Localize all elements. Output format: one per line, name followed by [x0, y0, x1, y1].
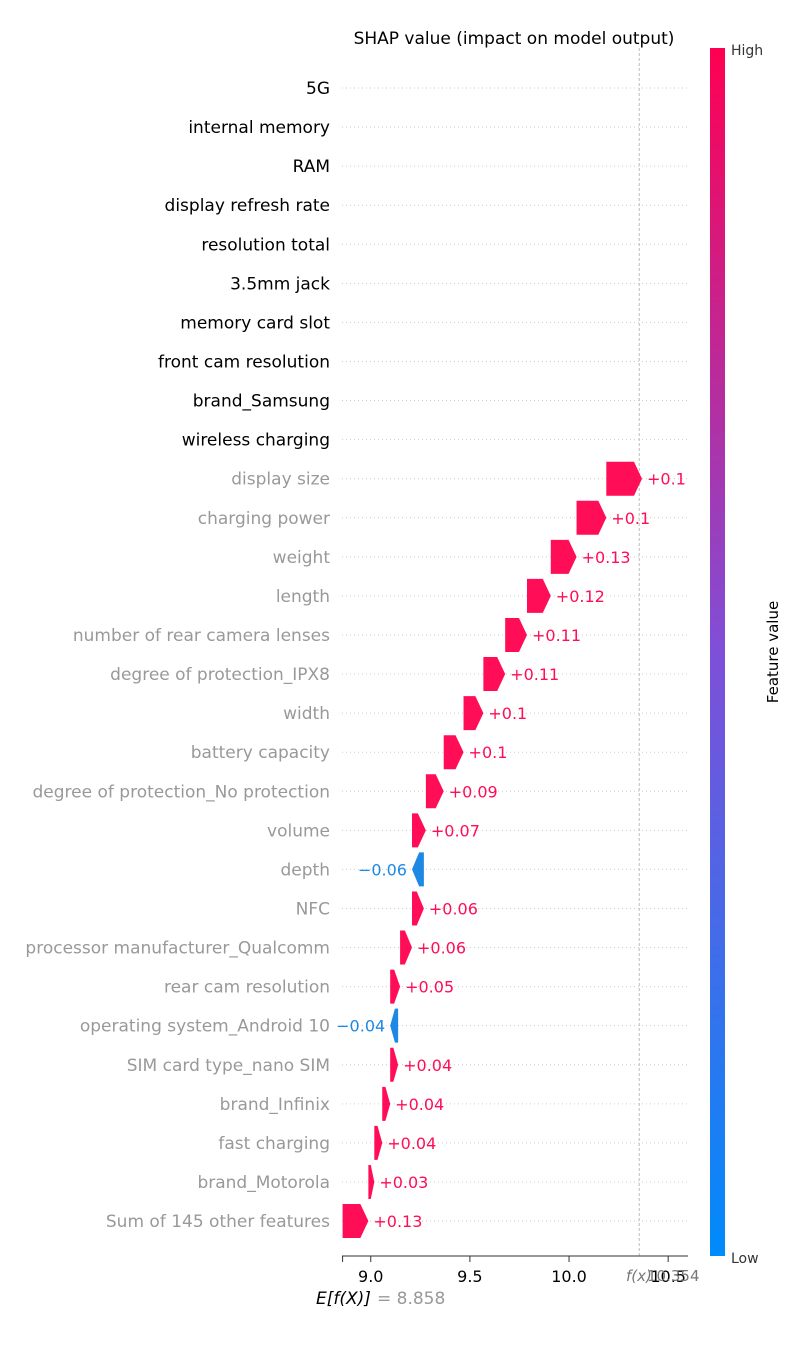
feature-label: resolution total [201, 235, 330, 255]
value-label: +0.1 [647, 470, 686, 489]
feature-labels: 5G internal memory RAM display refresh rate… [25, 79, 330, 1232]
bars [342, 461, 642, 1239]
feature-label: RAM [293, 157, 330, 177]
value-label: +0.12 [556, 587, 605, 606]
waterfall-bar [411, 852, 424, 887]
base-value-annotation: E[f(X)] = 8.858 [316, 1289, 445, 1309]
waterfall-bar [374, 1125, 383, 1160]
waterfall-bar [576, 500, 607, 535]
x-axis-ticks: 9.0 9.5 10.0 10.5 [342, 1256, 686, 1286]
feature-label: length [276, 587, 330, 607]
feature-label: depth [281, 860, 330, 880]
feature-label: front cam resolution [158, 352, 330, 372]
waterfall-bar [382, 1086, 391, 1121]
colorbar-high-label: High [731, 43, 763, 59]
waterfall-bar [463, 696, 484, 731]
value-label: +0.07 [431, 821, 480, 840]
value-label: +0.09 [449, 782, 498, 801]
feature-label: memory card slot [180, 313, 330, 333]
value-label: −0.06 [358, 860, 407, 879]
waterfall-bar [411, 813, 426, 848]
waterfall-bar [425, 774, 444, 809]
feature-label: processor manufacturer_Qualcomm [25, 939, 330, 959]
feature-label: display size [231, 470, 330, 490]
value-label: +0.11 [532, 626, 581, 645]
colorbar-gradient [710, 48, 725, 1256]
chart-title: SHAP value (impact on model output) [354, 29, 675, 49]
value-label: +0.13 [373, 1212, 422, 1231]
waterfall-bar [411, 891, 424, 926]
feature-label: degree of protection_IPX8 [110, 665, 330, 685]
x-tick-label: 9.0 [358, 1267, 383, 1286]
feature-label: width [283, 704, 330, 724]
feature-label: SIM card type_nano SIM [127, 1056, 330, 1076]
value-label: +0.06 [429, 899, 478, 918]
waterfall-bar [505, 617, 527, 652]
waterfall-bar [443, 735, 464, 770]
value-label: +0.03 [379, 1173, 428, 1192]
feature-label: volume [267, 821, 330, 841]
feature-label: brand_Motorola [197, 1173, 330, 1193]
x-tick-label: 9.5 [457, 1267, 482, 1286]
base-value-label: E[f(X)] [316, 1289, 371, 1309]
waterfall-bar [483, 657, 506, 692]
feature-label: 5G [306, 79, 330, 99]
value-label: +0.06 [417, 939, 466, 958]
feature-label: NFC [296, 899, 330, 919]
feature-label: wireless charging [182, 431, 330, 451]
feature-label: battery capacity [191, 743, 330, 763]
feature-label: Sum of 145 other features [106, 1212, 330, 1232]
feature-label: operating system_Android 10 [80, 1017, 330, 1037]
colorbar-axis-label: Feature value [764, 601, 782, 703]
value-label: +0.11 [510, 665, 559, 684]
colorbar-low-label: Low [731, 1251, 759, 1267]
colorbar: High Low Feature value [710, 43, 782, 1267]
feature-label: internal memory [188, 118, 330, 138]
waterfall-bar [342, 1204, 369, 1239]
waterfall-bar [390, 1047, 399, 1082]
feature-label: display refresh rate [165, 196, 330, 216]
output-value-label: f(x) [626, 1267, 652, 1285]
value-label: +0.1 [469, 743, 508, 762]
feature-label: 3.5mm jack [230, 274, 330, 294]
feature-label: number of rear camera lenses [73, 626, 330, 646]
value-label: +0.04 [395, 1095, 444, 1114]
feature-label: brand_Infinix [220, 1095, 330, 1115]
output-value-number: 10.354 [647, 1267, 700, 1285]
feature-label: charging power [198, 509, 330, 529]
value-label: +0.1 [488, 704, 527, 723]
feature-label: rear cam resolution [164, 978, 330, 998]
feature-label: brand_Samsung [193, 392, 330, 412]
waterfall-bar [400, 930, 412, 965]
feature-label: fast charging [218, 1134, 330, 1154]
feature-label: weight [273, 548, 331, 568]
value-label: +0.04 [387, 1134, 436, 1153]
feature-label: degree of protection_No protection [33, 782, 330, 802]
value-label: −0.04 [336, 1017, 385, 1036]
x-tick-label: 10.5 [650, 1267, 686, 1286]
value-label: +0.05 [405, 978, 454, 997]
waterfall-bar [550, 539, 577, 574]
value-label: +0.13 [582, 548, 631, 567]
waterfall-bar [526, 578, 551, 613]
output-value-annotation: f(x) 10.354 [626, 1267, 700, 1285]
base-value-number: = 8.858 [377, 1289, 445, 1309]
value-label: +0.04 [403, 1056, 452, 1075]
value-label: +0.1 [611, 509, 650, 528]
value-labels: +0.1 +0.1 +0.13 +0.12 +0.11 +0.11 +0.1 +0.1 +0.0… [336, 470, 686, 1231]
waterfall-bar [390, 969, 401, 1004]
waterfall-bar [390, 1008, 399, 1043]
x-tick-label: 10.0 [551, 1267, 587, 1286]
waterfall-bar [368, 1164, 375, 1199]
waterfall-bar [606, 461, 642, 496]
